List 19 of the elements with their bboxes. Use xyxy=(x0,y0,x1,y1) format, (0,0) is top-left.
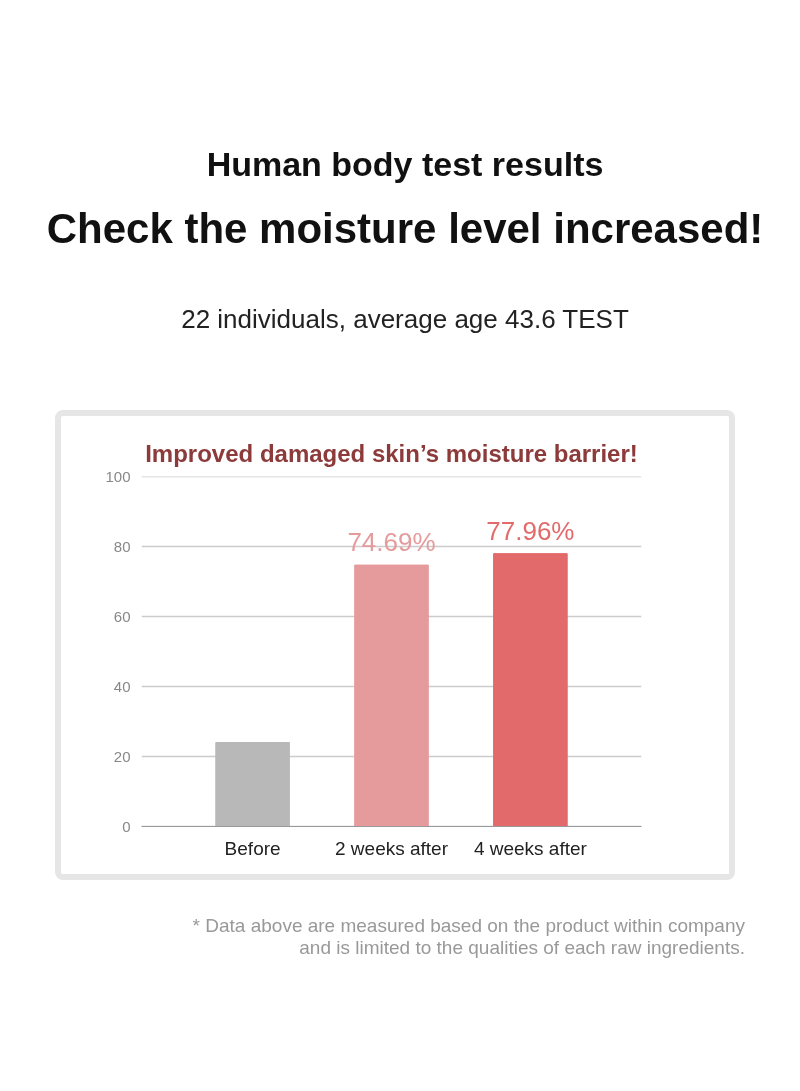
y-tick-label: 20 xyxy=(113,747,131,765)
chart-title: Human body test results xyxy=(206,145,604,185)
x-tick-label: 2 weeks after xyxy=(335,837,449,859)
text: Improved damaged skin’s moisture barrier! xyxy=(145,439,638,467)
bar xyxy=(354,564,429,827)
text: * Data above are measured based on the product within company and is limited to the qualities of each raw ingredients. xyxy=(192,915,745,959)
y-tick-label: 100 xyxy=(105,467,131,485)
text: 22 individuals, average age 43.6 TEST xyxy=(181,304,629,335)
y-tick-label: 0 xyxy=(122,817,131,835)
bar xyxy=(493,553,568,827)
chart-subtitle: Check the moisture level increased! xyxy=(46,205,764,254)
data-label: 77.96% xyxy=(486,515,575,546)
data-label: 74.69% xyxy=(347,527,436,558)
y-tick-label: 60 xyxy=(113,607,131,625)
x-tick-label: 4 weeks after xyxy=(473,837,588,859)
y-tick-label: 80 xyxy=(113,537,131,555)
bar xyxy=(215,742,290,827)
y-tick-label: 40 xyxy=(113,677,131,695)
x-tick-label: Before xyxy=(224,837,281,859)
